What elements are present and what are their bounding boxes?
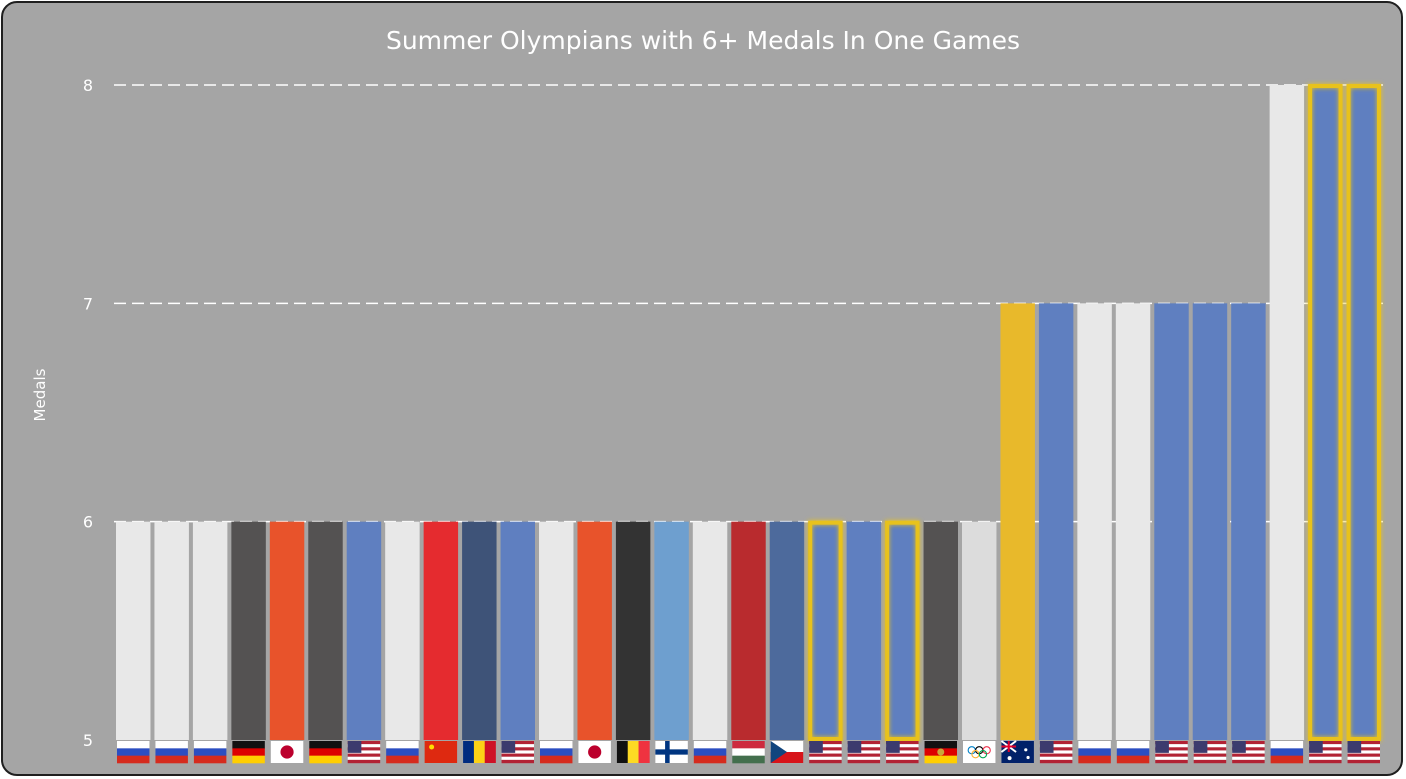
bar (885, 521, 920, 740)
flag-icon (963, 741, 996, 763)
bar (269, 521, 305, 740)
bar (1077, 303, 1112, 740)
bar-chart: Summer Olympians with 6+ Medals In One G… (31, 26, 1383, 764)
bar (346, 521, 382, 740)
bar (500, 521, 535, 740)
bar (846, 521, 882, 740)
bar-highlight (1308, 84, 1343, 741)
bar (923, 521, 958, 740)
flag-icon (347, 741, 381, 764)
flag-icon (1116, 741, 1150, 764)
bar (1231, 303, 1266, 740)
bar (385, 521, 420, 740)
bar (462, 521, 497, 740)
bar (808, 521, 843, 740)
flag-icon (463, 741, 496, 763)
flag-icon (1232, 741, 1265, 764)
bar-highlight (885, 520, 920, 742)
flag-icon (886, 741, 919, 764)
bar-highlight (1346, 84, 1381, 741)
flag-icon (501, 741, 534, 764)
bar (769, 521, 805, 740)
bar (731, 521, 766, 740)
flag-icon (655, 741, 688, 763)
bar (615, 521, 651, 740)
y-tick-label: 6 (83, 513, 93, 532)
flag-icon (424, 741, 458, 763)
bar (154, 521, 189, 740)
bar (231, 521, 266, 740)
bar (1038, 303, 1074, 740)
flag-icon (578, 741, 611, 763)
bar (116, 521, 151, 740)
flag-icon (1347, 741, 1380, 764)
flag-icon (117, 741, 150, 764)
y-tick-label: 5 (83, 731, 93, 750)
bar (692, 521, 728, 740)
flag-icon (386, 741, 419, 764)
flag-icon (732, 741, 765, 764)
flag-icon (1193, 741, 1227, 764)
bar (1346, 85, 1381, 740)
flag-icon (924, 741, 957, 764)
bar (1000, 303, 1035, 740)
flag-icon (1155, 741, 1188, 764)
bar (1269, 85, 1305, 740)
flag-icon (193, 741, 227, 764)
y-tick-label: 7 (83, 294, 93, 313)
flag-icon (693, 741, 727, 764)
flag-icon (1039, 741, 1073, 764)
flag-icon (1309, 741, 1342, 764)
bar (1192, 303, 1228, 740)
flag-icon (1078, 741, 1111, 764)
bar (577, 521, 612, 740)
bar (654, 521, 689, 740)
flag-icon (847, 741, 881, 764)
flag-icon (770, 741, 804, 763)
flag-icon (540, 741, 573, 764)
y-axis-label: Medals (31, 368, 49, 421)
bar (423, 521, 459, 740)
flag-icon (155, 741, 188, 764)
flag-icon (232, 741, 265, 764)
bar (1308, 85, 1343, 740)
flag-icon (309, 741, 342, 764)
bar (962, 521, 997, 740)
flag-icon (1270, 741, 1304, 764)
y-tick-label: 8 (83, 76, 93, 95)
flag-icon (616, 741, 650, 763)
flag-icon (270, 741, 304, 763)
bar-highlight (808, 520, 843, 742)
bar (1154, 303, 1189, 740)
bar (1115, 303, 1151, 740)
bar (308, 521, 343, 740)
flag-icon (809, 741, 842, 764)
chart-title: Summer Olympians with 6+ Medals In One G… (386, 26, 1020, 55)
bar (192, 521, 228, 740)
flag-icon (1000, 740, 1034, 763)
bar (539, 521, 574, 740)
